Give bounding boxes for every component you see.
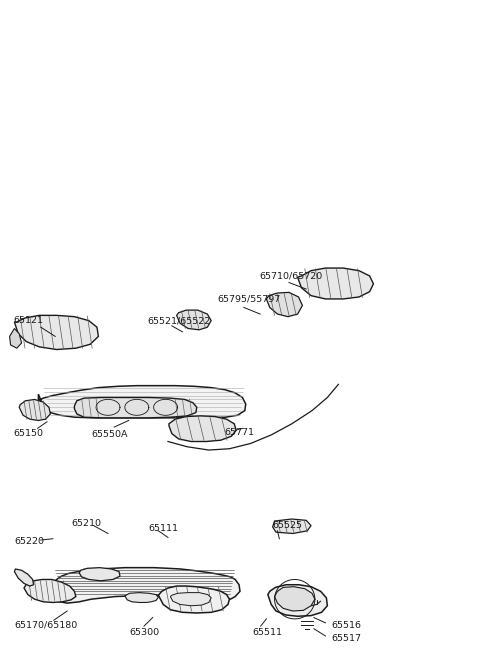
Text: 65121: 65121 xyxy=(13,316,43,325)
Polygon shape xyxy=(268,585,327,616)
Text: 65210: 65210 xyxy=(71,519,101,528)
Text: 65516: 65516 xyxy=(331,621,361,630)
Text: 65521/65522: 65521/65522 xyxy=(148,316,211,325)
Text: 65550A: 65550A xyxy=(91,430,128,440)
Text: 65795/55797: 65795/55797 xyxy=(217,294,280,304)
Text: 65710/65720: 65710/65720 xyxy=(259,271,323,281)
Polygon shape xyxy=(273,519,311,533)
Text: 65170/65180: 65170/65180 xyxy=(14,621,78,630)
Polygon shape xyxy=(177,310,211,330)
Polygon shape xyxy=(275,587,315,611)
Text: 65525: 65525 xyxy=(273,521,302,530)
Text: 65517: 65517 xyxy=(331,634,361,643)
Text: 65111: 65111 xyxy=(149,524,179,533)
Text: 65771: 65771 xyxy=(225,428,254,437)
Polygon shape xyxy=(169,416,236,442)
Polygon shape xyxy=(38,386,246,418)
Polygon shape xyxy=(170,593,211,606)
Polygon shape xyxy=(50,568,240,603)
Polygon shape xyxy=(266,292,302,317)
Polygon shape xyxy=(14,315,98,350)
Text: 65150: 65150 xyxy=(13,429,43,438)
Text: 65511: 65511 xyxy=(252,628,282,637)
Polygon shape xyxy=(125,593,158,602)
Polygon shape xyxy=(74,397,197,418)
Polygon shape xyxy=(298,268,373,299)
Text: 65220: 65220 xyxy=(14,537,44,546)
Polygon shape xyxy=(14,569,34,586)
Polygon shape xyxy=(158,586,229,613)
Polygon shape xyxy=(10,328,22,348)
Polygon shape xyxy=(19,399,50,420)
Text: 65300: 65300 xyxy=(130,628,160,637)
Polygon shape xyxy=(24,579,76,602)
Polygon shape xyxy=(79,568,120,581)
